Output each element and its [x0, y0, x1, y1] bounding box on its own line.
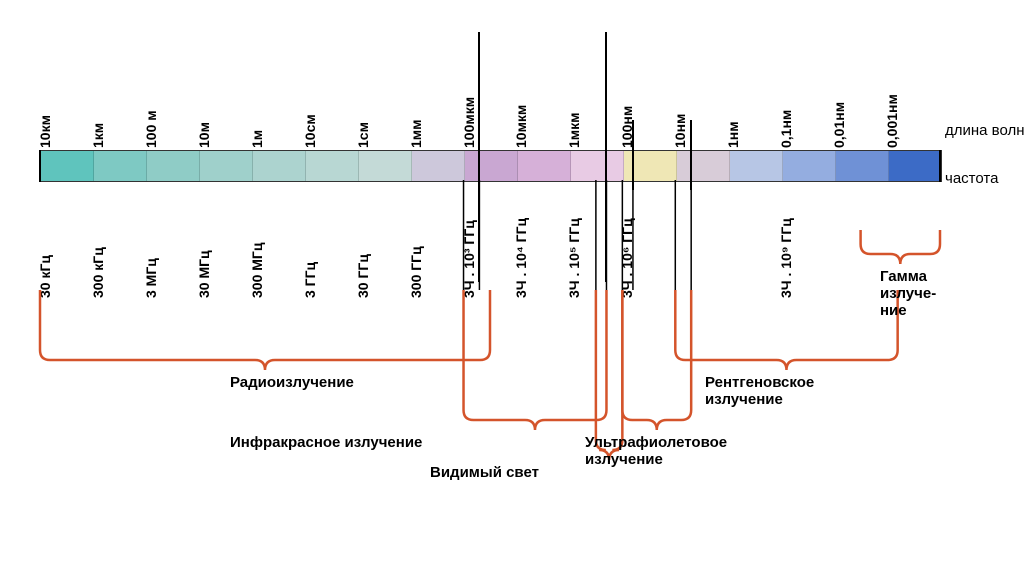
spectrum-cell [730, 151, 783, 181]
wavelength-label: 100 м [143, 110, 159, 148]
spectrum-cell [465, 151, 518, 181]
spectrum-cell [889, 151, 941, 181]
vertical-separator [690, 120, 692, 190]
wavelength-label: 0,01нм [831, 102, 847, 148]
frequency-label: 3 ГГц [302, 262, 318, 298]
category-label: Рентгеновскоеизлучение [705, 374, 814, 408]
spectrum-cell [147, 151, 200, 181]
category-label: Инфракрасное излучение [230, 434, 422, 451]
wavelength-axis-label: длина волны [945, 122, 1024, 139]
vertical-separator [39, 150, 41, 182]
wavelength-label: 100мкм [461, 97, 477, 148]
frequency-label: 300 кГц [90, 247, 106, 298]
category-label: Видимый свет [430, 464, 539, 481]
spectrum-container: 10км 1км 100 м 10м 1м 10см 1см 1мм 100мкм 10мкм 1м… [0, 0, 1024, 574]
spectrum-cell [677, 151, 730, 181]
wavelength-label: 1мкм [566, 112, 582, 148]
spectrum-cell [412, 151, 465, 181]
frequency-label: 30 кГц [37, 255, 53, 298]
frequency-label: 300 МГц [249, 243, 265, 298]
spectrum-cell [94, 151, 147, 181]
spectrum-cell [359, 151, 412, 181]
spectrum-bar [40, 150, 942, 182]
frequency-label: 3Ч . 10⁶ ГГц [619, 218, 635, 298]
spectrum-cell [518, 151, 571, 181]
wavelength-label: 1км [90, 123, 106, 148]
wavelength-label: 10км [37, 115, 53, 148]
wavelength-label: 1см [355, 122, 371, 148]
spectrum-cell [306, 151, 359, 181]
wavelength-label: 10мкм [513, 105, 529, 148]
frequency-label: 30 ГГц [355, 254, 371, 298]
frequency-label: 30 МГц [196, 250, 212, 298]
vertical-separator [478, 32, 480, 282]
vertical-separator [939, 150, 941, 182]
wavelength-label: 0,1нм [778, 110, 794, 148]
spectrum-cell [253, 151, 306, 181]
frequency-label: 300 ГГц [408, 246, 424, 298]
category-label: Радиоизлучение [230, 374, 354, 391]
frequency-label: 3Ч . 10³ ГГц [461, 220, 477, 298]
spectrum-cell [783, 151, 836, 181]
wavelength-label: 10см [302, 114, 318, 148]
wavelength-label: 10нм [672, 114, 688, 148]
wavelength-label: 1нм [725, 121, 741, 148]
category-label: Ультрафиолетовоеизлучение [585, 434, 727, 468]
vertical-separator [605, 32, 607, 282]
frequency-label: 3Ч . 10⁵ ГГц [566, 218, 582, 298]
spectrum-cell [41, 151, 94, 181]
spectrum-cell [200, 151, 253, 181]
category-label: Гаммаизлуче-ние [880, 268, 936, 319]
frequency-label: 3Ч . 10⁹ ГГц [778, 218, 794, 298]
spectrum-cell [836, 151, 889, 181]
frequency-axis-label: частота [945, 170, 998, 187]
vertical-separator [632, 120, 634, 190]
frequency-label: 3Ч . 10⁴ ГГц [513, 218, 529, 298]
wavelength-label: 1м [249, 130, 265, 148]
wavelength-label: 0,001нм [884, 94, 900, 148]
wavelength-label: 1мм [408, 120, 424, 149]
spectrum-cell [571, 151, 624, 181]
wavelength-label: 10м [196, 122, 212, 148]
frequency-label: 3 МГц [143, 258, 159, 298]
